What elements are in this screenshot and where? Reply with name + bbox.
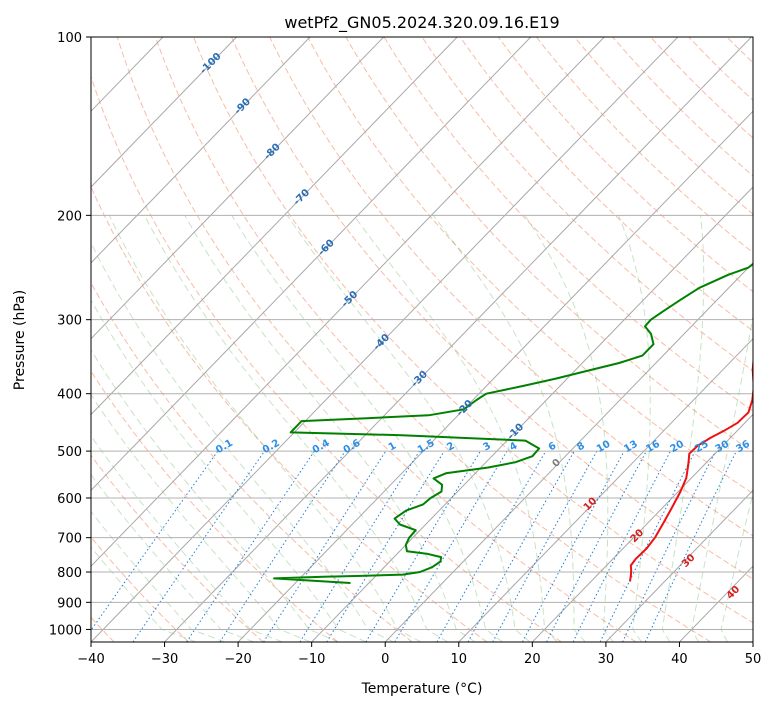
moist-adiabat-line [231,215,503,642]
profile-lines [273,262,753,584]
isotherm-line [91,37,679,642]
y-tick-label: 900 [57,596,82,611]
mixing-ratio-line [326,450,445,642]
dry-adiabat-line [91,370,339,642]
mixing-ratio-line [263,450,387,642]
mixing-ratio-line [467,450,575,642]
y-tick-label: 500 [57,445,82,460]
x-tick-label: −10 [298,652,325,667]
moist-adiabat-line [91,473,255,642]
moist-adiabat-line [91,546,197,642]
moist-adiabat-line [91,510,226,642]
moist-adiabat-line [143,215,449,642]
mixing-ratio-label: 1 [387,440,399,453]
mixing-ratio-line [492,450,598,642]
dry-adiabat-line [269,37,753,537]
chart-title: wetPf2_GN05.2024.320.09.16.E19 [284,13,559,33]
mixing-ratio-line [91,450,219,632]
moist-adiabat-line [286,215,531,642]
mixing-ratio-line [219,450,346,642]
moist-adiabat-line [432,215,586,642]
pressure-gridlines [91,37,753,630]
temperature-profile-line [629,354,753,582]
mixing-ratio-line [186,450,315,642]
moist-adiabat-line [691,313,753,642]
moist-adiabat-line [91,349,339,642]
moist-adiabat-line [720,491,753,642]
dry-adiabat-line [91,281,413,642]
dry-adiabat-line [193,37,753,624]
mixing-ratio-label: 6 [547,440,559,453]
mixing-ratio-line [599,450,696,642]
mixing-ratio-label: 8 [575,440,587,453]
x-tick-label: 0 [381,652,389,667]
isotherm-line [458,337,753,642]
isotherm-line [531,413,753,642]
y-tick-label: 300 [57,314,82,329]
y-tick-label: 800 [57,566,82,581]
x-tick-label: −20 [224,652,251,667]
isotherm-line [91,37,605,567]
isotherm-line [91,37,237,188]
mixing-ratio-line [572,450,671,642]
x-tick-label: 50 [745,652,762,667]
x-tick-label: 30 [598,652,615,667]
y-tick-label: 400 [57,388,82,403]
moist-adiabat-line [91,299,367,642]
plot-frame [90,36,754,643]
moist-adiabat-line [618,215,651,642]
x-tick-label: 10 [451,652,468,667]
x-tick-label: 40 [671,652,688,667]
moist-adiabat-line [524,215,614,642]
isotherm-line [91,37,458,416]
isotherm-line [164,37,752,642]
mixing-ratio-label: 4 [508,440,520,453]
moist-adiabat-line [353,215,558,642]
x-axis-ticks: −40 −30 −20 −10 0 10 20 30 40 50 [77,642,761,667]
isotherm-line [91,37,532,492]
dry-adiabat-line [497,37,753,293]
isotherm-line [91,37,384,340]
isotherm-line [237,110,753,642]
x-tick-label: −40 [77,652,104,667]
plot-background [91,37,753,642]
y-tick-label: 100 [57,31,82,46]
y-tick-label: 200 [57,209,82,224]
moist-adiabat-line [91,393,311,642]
x-tick-label: 20 [524,652,541,667]
dry-adiabat-line [91,536,189,642]
y-tick-label: 600 [57,492,82,507]
isotherm-line [605,489,753,642]
mixing-ratio-line [522,450,625,642]
isotherm-line [384,262,753,642]
y-axis-ticks: 100 200 300 400 500 600 700 800 900 1000 [49,31,91,638]
moist-adiabat-line [184,215,476,642]
mixing-ratio-label: 3 [481,440,493,453]
dry-adiabat-line [91,75,562,642]
moist-adiabat-line [91,435,283,642]
dry-adiabat-line [421,37,753,372]
y-tick-label: 700 [57,532,82,547]
y-tick-label: 1000 [49,623,82,638]
dry-adiabat-line [307,37,753,495]
mixing-ratio-line [132,450,266,642]
x-tick-label: −30 [151,652,178,667]
dry-adiabat-line [231,37,753,580]
dewpoint-profile-line [273,262,753,584]
moist-adiabat-line [108,215,422,642]
x-axis-label: Temperature (°C) [361,681,483,697]
isotherm-line [752,641,753,642]
mixing-ratio-label: 2 [445,440,457,453]
isotherm-line [91,37,311,264]
background-lines [91,37,753,642]
dry-adiabat-line [383,37,753,412]
moist-adiabat-line [91,241,394,642]
y-axis-label: Pressure (hPa) [12,290,28,390]
isotherm-line [311,186,753,642]
